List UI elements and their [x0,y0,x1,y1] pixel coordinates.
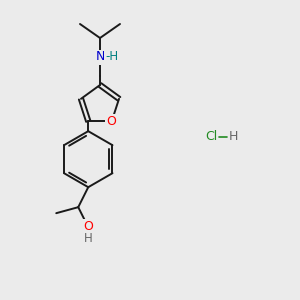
Text: Cl: Cl [206,130,218,143]
Text: N: N [95,50,105,64]
Text: H: H [84,232,93,245]
Text: O: O [83,220,93,233]
Text: -H: -H [105,50,119,64]
Text: O: O [106,115,116,128]
Text: H: H [229,130,238,143]
